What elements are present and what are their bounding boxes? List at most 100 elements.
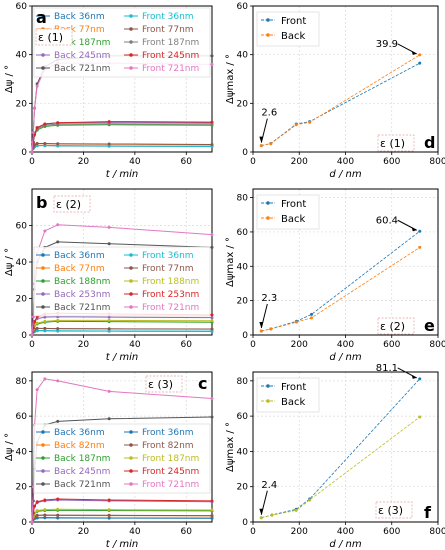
annotation-arrowhead-1 [411,227,417,232]
panel-letter: c [198,374,207,393]
legend-marker [41,66,45,70]
data-point [43,516,47,520]
data-point [35,500,39,504]
legend-marker [129,40,133,44]
data-point [310,316,314,320]
data-point [210,120,214,124]
data-point [43,122,47,126]
y-tick-label: 40 [16,51,28,61]
legend-marker [129,279,133,283]
legend: Front Back [256,194,320,230]
legend-label: Back 36nm [54,251,105,261]
data-point [107,389,111,393]
x-tick-label: 0 [250,527,256,537]
x-tick-label: 0 [250,340,256,350]
legend-label: Back 187nm [54,38,110,48]
legend: Front Back [256,377,320,413]
x-axis-label: d / nm [329,169,361,180]
plot-frame [31,5,213,153]
data-point [43,508,47,512]
data-point [310,312,314,316]
data-point [43,326,47,330]
data-point [56,419,60,423]
data-point [43,315,47,319]
data-point [259,329,263,333]
epsilon-label: ε (3) [145,375,183,393]
panel-letter: a [36,8,47,27]
data-point [33,319,37,323]
y-tick-label: 60 [16,2,28,12]
data-point [210,313,214,317]
epsilon-label: ε (1) [35,28,73,46]
data-point [30,150,34,154]
y-tick-label: 20 [16,295,28,305]
epsilon-label: ε (1) [377,134,415,152]
legend-marker [129,482,133,486]
annotation-label-1: 81.1 [376,363,398,374]
x-tick-label: 0 [29,157,35,167]
legend-marker [129,443,133,447]
x-tick-label: 0 [29,527,35,537]
legend-label: Back 721nm [54,303,110,313]
legend-frame [256,194,320,230]
series-line [31,123,213,153]
legend-label: Back 188nm [54,277,110,287]
y-axis-label: Δψ / ° [4,65,15,93]
data-point [43,319,47,323]
x-tick-label: 200 [291,157,308,167]
data-point [210,415,214,419]
legend-label: Front 253nm [142,290,199,300]
series-5 [30,507,214,524]
data-point [107,315,111,319]
legend-marker [129,27,133,31]
legend-marker [266,216,270,220]
data-point [418,415,422,419]
x-tick-label: 800 [429,340,445,350]
panel-letter: b [36,193,47,212]
series-1 [259,245,422,333]
data-point [308,498,312,502]
legend-label: Back [281,214,305,225]
data-point [30,333,34,337]
data-point [294,320,298,324]
epsilon-label: ε (2) [377,317,415,335]
legend-frame [256,377,320,413]
legend-marker [41,53,45,57]
y-tick-label: 20 [237,99,249,109]
series-line [31,319,213,336]
x-tick-label: 600 [383,340,400,350]
legend-marker [41,430,45,434]
data-point [107,318,111,322]
y-tick-label: 20 [16,483,28,493]
y-tick-label: 0 [21,518,27,528]
panel-d: 0 200 400 600 800 0 20 40 60 d / nm Δψmax / ° Front… [225,2,445,180]
legend-label: Front 36nm [142,251,194,261]
epsilon-box [145,375,183,393]
y-tick-label: 60 [237,412,249,422]
annotation-label-1: 60.4 [376,215,398,226]
legend-label: Back 253nm [54,290,110,300]
series-0 [259,229,422,333]
data-point [418,61,422,65]
epsilon-text: ε (1) [38,31,63,44]
legend-label: Front 36nm [142,428,194,438]
legend: Front Back [256,11,320,47]
y-tick-label: 0 [242,518,248,528]
epsilon-text: ε (1) [380,137,405,150]
panel-b: 0 20 40 60 0 20 40 60 t / min Δψ / ° Back 36nm Fron… [4,188,214,363]
x-tick-label: 0 [29,340,35,350]
legend-label: Front [281,199,306,210]
data-point [107,242,111,246]
legend-label: Front 188nm [142,277,199,287]
data-point [210,319,214,323]
legend-label: Back 721nm [54,480,110,490]
legend-label: Back 77nm [54,264,105,274]
legend-label: Front 36nm [142,12,194,22]
data-point [308,120,312,124]
x-axis-label: t / min [106,169,139,180]
data-point [107,508,111,512]
legend-marker [129,266,133,270]
data-point [43,141,47,145]
data-point [30,520,34,524]
x-tick-label: 40 [129,527,141,537]
